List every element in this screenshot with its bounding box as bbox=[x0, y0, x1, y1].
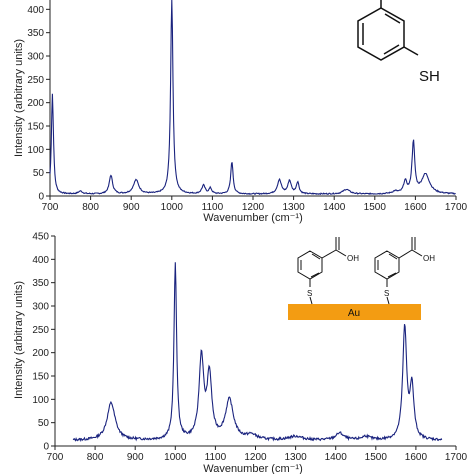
bottom-series-line bbox=[72, 262, 443, 442]
hydroxyl-label-1: OH bbox=[347, 254, 359, 263]
sulfur-label-1: S bbox=[307, 289, 312, 298]
benzene-ring-2 bbox=[374, 250, 400, 280]
thiophenol-structure: SH bbox=[357, 0, 440, 85]
hydroxyl-bond-1 bbox=[335, 249, 347, 257]
top-y-tick-label: 250 bbox=[27, 75, 44, 86]
top-y-tick-label: 0 bbox=[38, 192, 44, 203]
sulfur-gold-bond-1 bbox=[309, 296, 313, 305]
sulfur-gold-bond-2 bbox=[386, 296, 390, 305]
bottom-x-tick-label: 700 bbox=[47, 452, 64, 463]
gold-label: Au bbox=[348, 308, 360, 319]
top-x-tick-label: 1400 bbox=[323, 202, 346, 213]
top-y-axis-label: Intensity (arbitrary units) bbox=[13, 39, 25, 157]
bottom-x-axis-label: Wavenumber (cm⁻¹) bbox=[203, 463, 303, 474]
top-x-tick-label: 1100 bbox=[202, 202, 224, 213]
top-x-tick-label: 1600 bbox=[404, 202, 427, 213]
bottom-x-tick-label: 1700 bbox=[445, 452, 468, 463]
top-y-ticks: 0 50 100 150 200 250 300 350 400 bbox=[27, 5, 50, 203]
benzene-ring-1 bbox=[297, 250, 323, 280]
mba-on-gold-structure: Au OH S OH S bbox=[288, 237, 435, 320]
top-x-tick-label: 1200 bbox=[242, 202, 265, 213]
top-y-tick-label: 400 bbox=[27, 5, 44, 16]
top-series-line bbox=[49, 0, 456, 196]
mba-molecule-2: OH S bbox=[374, 237, 435, 305]
bottom-y-tick-label: 450 bbox=[32, 232, 49, 243]
bottom-x-tick-label: 1300 bbox=[284, 452, 307, 463]
top-y-tick-label: 350 bbox=[27, 28, 44, 39]
bottom-y-tick-label: 250 bbox=[32, 325, 49, 336]
bottom-y-tick-label: 300 bbox=[32, 302, 49, 313]
top-y-tick-label: 150 bbox=[27, 122, 44, 133]
ring-double-bond-2 bbox=[383, 44, 400, 55]
ring1-double-bond-b bbox=[311, 253, 321, 260]
bottom-y-ticks: 0 50 100 150 200 250 300 350 400 450 bbox=[32, 232, 55, 453]
ring2-double-bond-c bbox=[387, 272, 397, 278]
ring1-carboxyl-bond bbox=[321, 249, 337, 259]
top-x-tick-label: 800 bbox=[82, 202, 99, 213]
top-x-tick-label: 1500 bbox=[364, 202, 387, 213]
bottom-y-tick-label: 100 bbox=[32, 395, 49, 406]
thiol-label: SH bbox=[419, 68, 440, 85]
top-x-tick-label: 700 bbox=[42, 202, 59, 213]
thiol-bond bbox=[403, 46, 419, 56]
bottom-x-tick-label: 1000 bbox=[164, 452, 187, 463]
top-y-tick-label: 50 bbox=[33, 168, 45, 179]
hydroxyl-bond-2 bbox=[411, 249, 423, 257]
bottom-x-tick-label: 1200 bbox=[244, 452, 267, 463]
ring2-carboxyl-bond bbox=[398, 249, 413, 259]
bottom-x-tick-label: 1100 bbox=[205, 452, 227, 463]
top-x-axis-label: Wavenumber (cm⁻¹) bbox=[203, 212, 303, 224]
top-y-tick-label: 100 bbox=[27, 145, 44, 156]
bottom-x-tick-label: 900 bbox=[127, 452, 144, 463]
ring-double-bond-1 bbox=[384, 13, 401, 24]
bottom-x-tick-label: 1600 bbox=[405, 452, 428, 463]
raman-spectrum-top-chart: 0 50 100 150 200 250 300 350 400 700 800 900 1000 11… bbox=[13, 0, 468, 224]
mba-molecule-1: OH S bbox=[297, 237, 359, 305]
top-x-tick-label: 1300 bbox=[282, 202, 305, 213]
bottom-x-ticks: 700 800 900 1000 1100 1200 1300 1400 1500 1600 170… bbox=[47, 446, 468, 463]
gold-substrate bbox=[288, 304, 421, 320]
bottom-y-tick-label: 350 bbox=[32, 278, 49, 289]
bottom-y-tick-label: 150 bbox=[32, 372, 49, 383]
bottom-y-tick-label: 50 bbox=[38, 418, 50, 429]
raman-spectrum-bottom-chart: 0 50 100 150 200 250 300 350 400 450 700 800 900 100… bbox=[13, 232, 468, 474]
bottom-y-tick-label: 200 bbox=[32, 348, 49, 359]
benzene-ring-top bbox=[357, 7, 405, 61]
bottom-x-tick-label: 1500 bbox=[365, 452, 388, 463]
top-y-tick-label: 200 bbox=[27, 98, 44, 109]
ring1-double-bond-c bbox=[310, 272, 320, 278]
bottom-y-tick-label: 400 bbox=[32, 255, 49, 266]
bottom-y-axis-label: Intensity (arbitrary units) bbox=[13, 281, 25, 399]
hydroxyl-label-2: OH bbox=[423, 254, 435, 263]
bottom-x-tick-label: 1400 bbox=[325, 452, 348, 463]
ring2-double-bond-b bbox=[388, 253, 398, 260]
sulfur-label-2: S bbox=[384, 289, 389, 298]
top-x-tick-label: 1000 bbox=[161, 202, 184, 213]
top-y-tick-label: 300 bbox=[27, 52, 44, 63]
top-x-ticks: 700 800 900 1000 1100 1200 1300 1400 1500 1600 170… bbox=[42, 196, 468, 213]
bottom-x-tick-label: 800 bbox=[87, 452, 104, 463]
top-x-tick-label: 1700 bbox=[445, 202, 468, 213]
top-x-tick-label: 900 bbox=[123, 202, 140, 213]
bottom-y-tick-label: 0 bbox=[43, 442, 49, 453]
